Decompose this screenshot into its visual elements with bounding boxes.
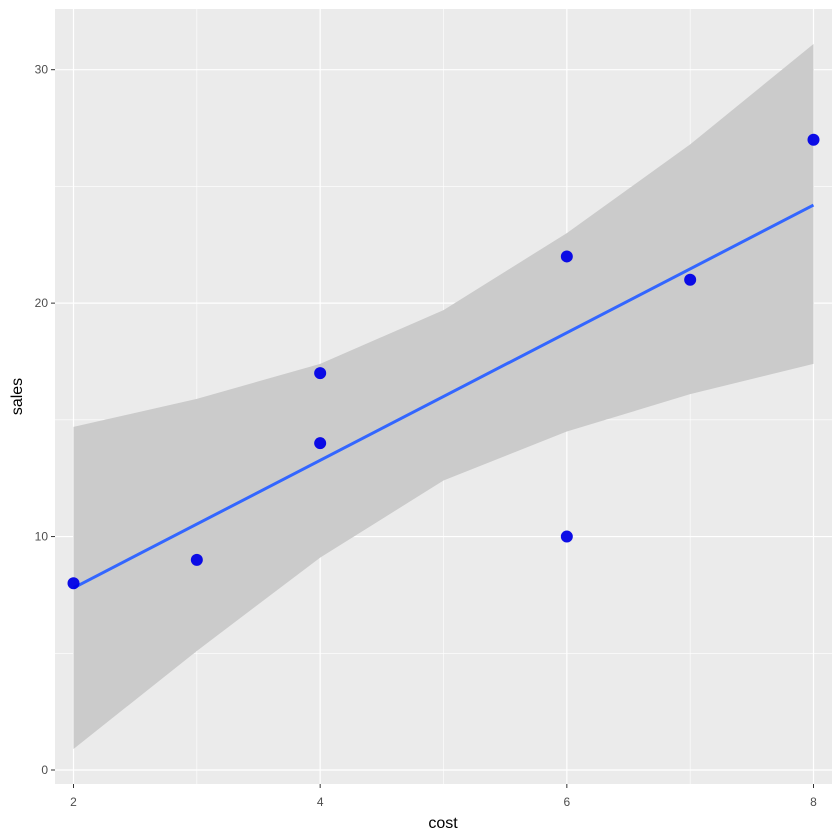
y-axis-ticks: 0 10 20 30	[35, 63, 55, 777]
data-point	[314, 367, 327, 380]
data-point	[560, 530, 573, 543]
x-axis-title: cost	[428, 815, 458, 832]
y-tick-label: 0	[41, 763, 48, 777]
data-point	[807, 133, 820, 146]
data-point	[560, 250, 573, 263]
x-tick-label: 2	[70, 795, 77, 809]
fit-line	[72, 203, 815, 590]
data-point	[67, 577, 80, 590]
x-tick-label: 4	[317, 795, 324, 809]
x-tick-label: 6	[563, 795, 570, 809]
data-point	[314, 437, 327, 450]
y-axis-title: sales	[9, 378, 26, 415]
data-point	[684, 273, 697, 286]
x-axis-ticks: 2 4 6 8	[70, 784, 817, 809]
y-tick-label: 10	[35, 530, 49, 544]
data-point	[190, 553, 203, 566]
y-tick-label: 20	[35, 296, 49, 310]
data-points	[67, 133, 820, 590]
y-tick-label: 30	[35, 63, 49, 77]
x-tick-label: 8	[810, 795, 817, 809]
